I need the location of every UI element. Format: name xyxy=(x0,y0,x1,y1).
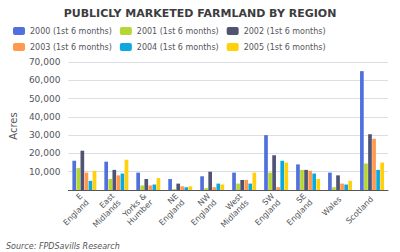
svg-text:Midlands: Midlands xyxy=(219,198,251,230)
svg-text:Humber: Humber xyxy=(126,197,156,227)
svg-text:England: England xyxy=(189,198,218,227)
svg-text:Yorks &: Yorks & xyxy=(121,191,149,219)
svg-text:2002 (1st 6 months): 2002 (1st 6 months) xyxy=(244,27,326,36)
svg-text:SW: SW xyxy=(260,191,277,208)
svg-text:70,000: 70,000 xyxy=(29,57,61,67)
svg-text:England: England xyxy=(285,198,314,227)
svg-text:2000 (1st 6 months): 2000 (1st 6 months) xyxy=(30,27,112,36)
svg-text:30,000: 30,000 xyxy=(29,130,61,140)
svg-text:Wales: Wales xyxy=(320,195,343,218)
svg-text:Midlands: Midlands xyxy=(91,198,123,230)
svg-text:40,000: 40,000 xyxy=(29,112,61,122)
svg-text:NW: NW xyxy=(196,191,213,208)
svg-text:England: England xyxy=(253,198,282,227)
svg-text:10,000: 10,000 xyxy=(29,167,61,177)
svg-text:PUBLICLY MARKETED FARMLAND BY: PUBLICLY MARKETED FARMLAND BY REGION xyxy=(64,7,337,20)
svg-text:Scotland: Scotland xyxy=(344,195,375,226)
svg-text:England: England xyxy=(157,198,186,227)
svg-text:2005 (1st 6 months): 2005 (1st 6 months) xyxy=(244,43,326,52)
svg-text:East: East xyxy=(97,191,117,211)
svg-text:West: West xyxy=(223,191,245,212)
svg-text:Acres: Acres xyxy=(8,112,19,139)
svg-text:2004 (1st 6 months): 2004 (1st 6 months) xyxy=(137,43,219,52)
svg-text:NE: NE xyxy=(166,191,181,206)
svg-text:50,000: 50,000 xyxy=(29,94,61,104)
svg-text:20,000: 20,000 xyxy=(29,148,61,158)
svg-text:SE: SE xyxy=(294,191,309,206)
svg-text:England: England xyxy=(61,198,90,227)
svg-text:Source: FPDSavills Research: Source: FPDSavills Research xyxy=(6,242,120,251)
svg-text:60,000: 60,000 xyxy=(29,75,61,85)
svg-text:E: E xyxy=(74,191,85,202)
svg-text:2003 (1st 6 months): 2003 (1st 6 months) xyxy=(30,43,112,52)
svg-text:2001 (1st 6 months): 2001 (1st 6 months) xyxy=(137,27,219,36)
